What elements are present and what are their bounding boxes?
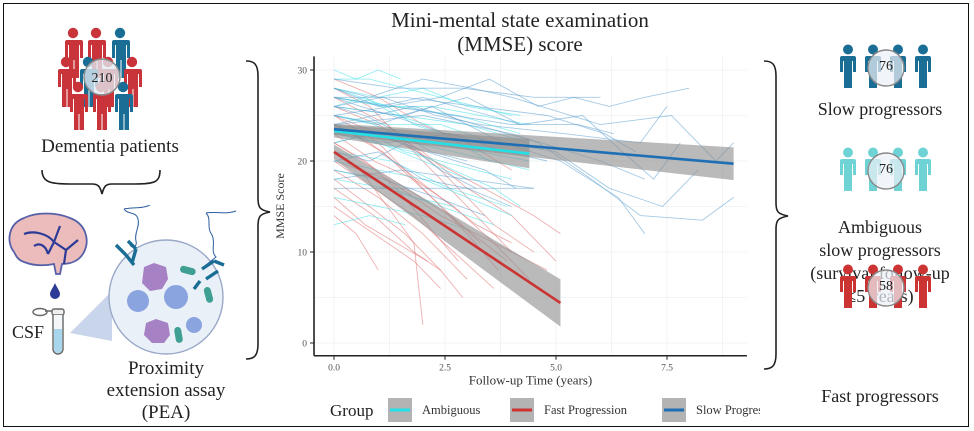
count-badge [83, 58, 121, 96]
trajectory-line [333, 160, 495, 289]
trajectory-line [334, 78, 512, 116]
group-label: Slow progressors [790, 98, 970, 121]
trajectory-line [333, 96, 681, 180]
trajectory-line [333, 96, 521, 135]
fit-line [333, 129, 530, 156]
left-panel: 210 Dementia patients CSF [0, 0, 240, 431]
group-count: 76 [879, 162, 893, 177]
trajectory-line [333, 215, 406, 226]
group-people-icon [838, 262, 938, 314]
csf-label: CSF [12, 322, 45, 342]
legend-label: Slow Progression [696, 403, 760, 417]
x-tick-label: 7.5 [661, 364, 673, 374]
figure-frame [3, 3, 969, 427]
group-label-line: Fast progressors [821, 386, 939, 406]
regression-lines [333, 127, 734, 305]
chart-legend: Group Ambiguous Fast Progression Slow Prog… [330, 398, 760, 422]
group-label-line: slow progressors [819, 240, 941, 260]
x-tick-label: 5.0 [550, 364, 562, 374]
trajectory-line [333, 178, 464, 298]
pea-assay-icon [70, 205, 237, 355]
y-axis-label: MMSE Score [273, 173, 287, 239]
assay-label-line: extension assay [106, 380, 226, 401]
group-label-line: Slow progressors [817, 99, 943, 119]
fit-line [333, 127, 734, 166]
trajectory-line [333, 78, 690, 107]
left-brace-icon [245, 60, 271, 360]
assay-label-line: Proximity [127, 358, 204, 379]
trajectory-line [333, 151, 512, 207]
legend-label: Fast Progression [544, 403, 628, 417]
chart-title: Mini-mental state examination (MMSE) sco… [300, 8, 740, 56]
group-count: 76 [879, 59, 893, 74]
trajectory-line [333, 115, 645, 180]
cohort-brace-icon [41, 169, 161, 195]
x-axis-label: Follow-up Time (years) [469, 373, 592, 388]
trajectory-line [333, 105, 614, 135]
trajectory-line [333, 105, 734, 221]
y-tick-label: 20 [298, 158, 308, 168]
group-people-icon [838, 145, 938, 197]
group-count: 58 [879, 279, 893, 294]
mmse-chart: 0 10 20 30 0.0 2.5 5.0 7.5 Follow-up Time (year… [273, 56, 760, 422]
brain-icon [8, 212, 88, 275]
y-tick-label: 0 [302, 340, 307, 350]
right-panel: 76 Slow progressors 76 Ambiguous slow progre… [800, 0, 970, 431]
trajectory-line [333, 87, 521, 126]
x-tick-label: 0.0 [328, 364, 340, 374]
csf-drop-icon [50, 283, 60, 299]
assay-label-line: (PEA) [141, 402, 191, 423]
trajectory-line [333, 197, 428, 262]
y-tick-label: 10 [298, 249, 308, 259]
trajectory-line [333, 151, 508, 207]
chart-axes: 0 10 20 30 0.0 2.5 5.0 7.5 [298, 56, 747, 374]
trajectory-line [333, 78, 601, 98]
y-tick-label: 30 [298, 67, 308, 77]
trajectory-line [333, 206, 441, 289]
trajectory-line [333, 215, 379, 271]
group-label: Fast progressors [790, 385, 970, 408]
legend-label: Ambiguous [422, 403, 480, 417]
trajectory-line [334, 96, 637, 153]
chart-grid [314, 56, 747, 356]
cohort-people-icon: 210 [58, 27, 142, 130]
group-label-line: Ambiguous [837, 217, 922, 237]
chart-title-line: (MMSE) score [457, 32, 583, 56]
ci-band [334, 123, 734, 181]
cohort-label: Dementia patients [41, 136, 179, 157]
x-tick-label: 2.5 [439, 364, 451, 374]
csf-tube-icon [32, 307, 65, 355]
group-people-icon [838, 42, 938, 94]
assay-label: Proximity extension assay (PEA) [84, 358, 248, 424]
chart-title-line: Mini-mental state examination [391, 8, 649, 32]
cohort-count: 210 [92, 71, 113, 86]
legend-title: Group [330, 401, 373, 420]
trajectory-line [333, 169, 468, 280]
right-brace-icon [763, 60, 789, 370]
trajectory-line [333, 69, 401, 80]
fit-line [333, 150, 562, 305]
